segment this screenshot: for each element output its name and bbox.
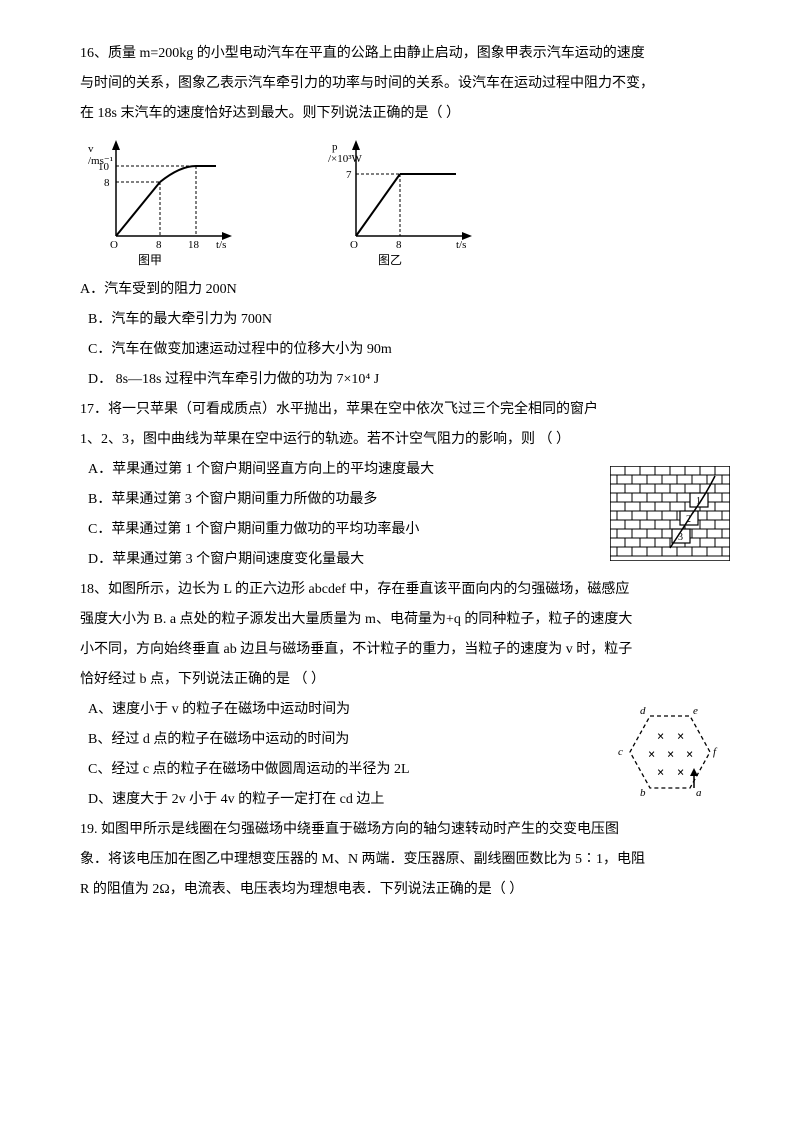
svg-text:×: × [657,765,664,779]
svg-text:p: p [332,141,338,153]
svg-text:×: × [677,765,684,779]
svg-text:10: 10 [98,161,110,173]
exam-page: 16、质量 m=200kg 的小型电动汽车在平直的公路上由静止启动，图象甲表示汽… [0,0,800,1132]
svg-text:a: a [696,787,702,799]
q17-stem-2: 1、2、3，图中曲线为苹果在空中运行的轨迹。若不计空气阻力的影响，则 （ ） [80,426,720,454]
svg-text:t/s: t/s [456,239,466,251]
svg-text:×: × [677,729,684,743]
q16-option-d: D． 8s—18s 过程中汽车牵引力做的功为 7×10⁴ J [80,366,720,394]
q16-graphs: v /ms⁻¹ 10 8 O 8 18 t/s 图甲 [88,136,720,266]
svg-text:×: × [667,747,674,761]
q16-option-b: B．汽车的最大牵引力为 700N [80,306,720,334]
q18-stem-1: 18、如图所示，边长为 L 的正六边形 abcdef 中，存在垂直该平面向内的匀… [80,576,720,604]
graph-yi: p /×10³W 7 O 8 t/s 图乙 [328,136,478,266]
svg-text:v: v [88,143,94,155]
q16-stem-3: 在 18s 末汽车的速度恰好达到最大。则下列说法正确的是（ ） [80,100,720,128]
svg-text:8: 8 [104,177,110,189]
q19-stem-2: 象．将该电压加在图乙中理想变压器的 M、N 两端．变压器原、副线圈匝数比为 5∶… [80,846,720,874]
svg-text:×: × [657,729,664,743]
q19-stem-3: R 的阻值为 2Ω，电流表、电压表均为理想电表．下列说法正确的是（ ） [80,876,720,904]
svg-text:t/s: t/s [216,239,226,251]
question-18: 18、如图所示，边长为 L 的正六边形 abcdef 中，存在垂直该平面向内的匀… [80,576,720,814]
q16-stem-2: 与时间的关系，图象乙表示汽车牵引力的功率与时间的关系。设汽车在运动过程中阻力不变… [80,70,720,98]
q16-option-c: C．汽车在做变加速运动过程中的位移大小为 90m [80,336,720,364]
svg-text:7: 7 [346,169,352,181]
svg-text:18: 18 [188,239,200,251]
q16-stem-1: 16、质量 m=200kg 的小型电动汽车在平直的公路上由静止启动，图象甲表示汽… [80,40,720,68]
svg-text:O: O [110,239,118,251]
question-17: 17．将一只苹果（可看成质点）水平抛出，苹果在空中依次飞过三个完全相同的窗户 1… [80,396,720,574]
q16-option-a: A．汽车受到的阻力 200N [80,276,720,304]
svg-text:b: b [640,787,646,799]
svg-text:8: 8 [396,239,402,251]
svg-text:c: c [618,746,623,758]
brick-wall-figure: 1 2 3 [610,466,730,572]
svg-text:/×10³W: /×10³W [328,153,363,165]
question-19: 19. 如图甲所示是线圈在匀强磁场中绕垂直于磁场方向的轴匀速转动时产生的交变电压… [80,816,720,904]
hexagon-figure: × × × × × × × d e f a b c [610,702,730,813]
q18-stem-4: 恰好经过 b 点，下列说法正确的是 （ ） [80,666,720,694]
svg-text:e: e [693,705,698,717]
question-16: 16、质量 m=200kg 的小型电动汽车在平直的公路上由静止启动，图象甲表示汽… [80,40,720,394]
svg-text:图甲: 图甲 [138,253,162,266]
svg-text:×: × [686,747,693,761]
q17-stem-1: 17．将一只苹果（可看成质点）水平抛出，苹果在空中依次飞过三个完全相同的窗户 [80,396,720,424]
svg-text:×: × [648,747,655,761]
svg-text:O: O [350,239,358,251]
graph-jia: v /ms⁻¹ 10 8 O 8 18 t/s 图甲 [88,136,238,266]
svg-text:f: f [713,746,718,758]
q18-stem-2: 强度大小为 B. a 点处的粒子源发出大量质量为 m、电荷量为+q 的同种粒子，… [80,606,720,634]
svg-text:图乙: 图乙 [378,253,402,266]
svg-text:d: d [640,705,646,717]
svg-text:8: 8 [156,239,162,251]
q18-stem-3: 小不同，方向始终垂直 ab 边且与磁场垂直，不计粒子的重力，当粒子的速度为 v … [80,636,720,664]
q19-stem-1: 19. 如图甲所示是线圈在匀强磁场中绕垂直于磁场方向的轴匀速转动时产生的交变电压… [80,816,720,844]
